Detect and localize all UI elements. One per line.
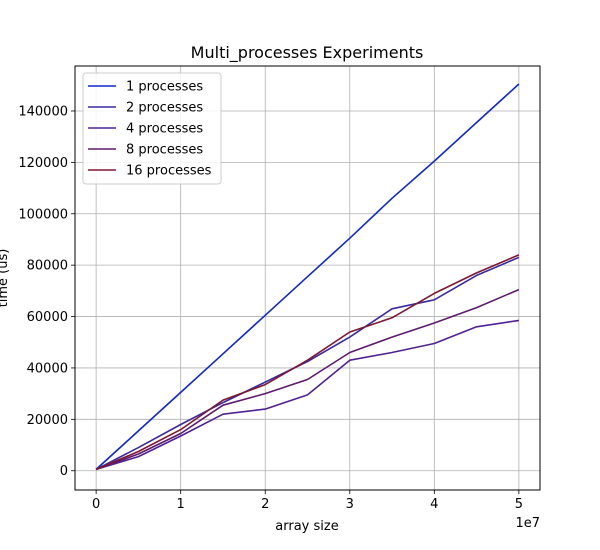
series-line-1 [95,83,520,470]
y-axis-label: time (us) [0,249,11,308]
legend-label: 8 processes [126,143,203,158]
x-tick-label: 2 [261,497,269,512]
x-tick-label: 5 [515,497,523,512]
x-tick-label: 4 [430,497,438,512]
legend-label: 4 processes [126,122,203,137]
x-axis-label: array size [275,519,338,534]
legend-label: 1 processes [126,80,203,95]
y-tick-label: 40000 [27,361,68,376]
y-axis-ticks: 0 20000 40000 60000 80000 100000 120000 140000 [18,104,75,479]
x-tick-label: 0 [92,497,100,512]
y-tick-label: 20000 [27,413,68,428]
legend-box [82,72,222,185]
y-tick-label: 80000 [27,259,68,274]
y-tick-label: 60000 [27,310,68,325]
legend-label: 2 processes [126,101,203,116]
y-tick-label: 120000 [18,156,68,171]
series-line-3 [95,319,520,471]
series-lines [95,83,520,471]
series-line-2 [95,256,520,471]
y-tick-label: 0 [60,464,68,479]
x-axis-ticks: 0 1 2 3 4 5 [92,490,523,512]
plot-frame [74,65,541,491]
y-tick-label: 100000 [18,207,68,222]
chart-title: Multi_processes Experiments [191,43,424,63]
legend-label: 16 processes [126,164,212,179]
x-tick-label: 3 [346,497,354,512]
grid [75,66,540,490]
series-line-4 [95,288,520,471]
series-line-5 [95,254,520,471]
x-offset-label: 1e7 [515,516,540,531]
y-tick-label: 140000 [18,104,68,119]
legend: 1 processes 2 processes 4 processes 8 proce… [82,72,222,185]
x-tick-label: 1 [177,497,185,512]
